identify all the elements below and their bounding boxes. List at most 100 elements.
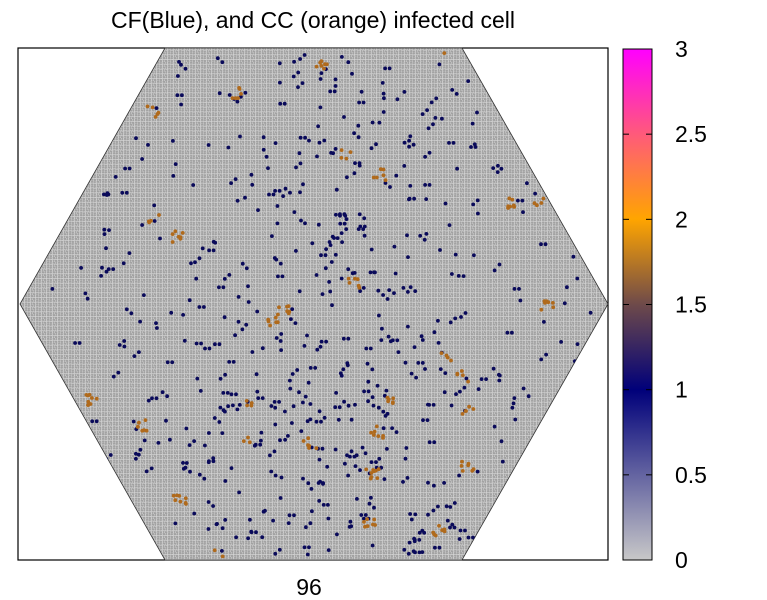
cf-infected-cell [381,110,386,114]
cf-infected-cell [499,166,504,171]
colorbar-tick-label: 1.5 [675,292,707,318]
colorbar: 0 0.5 1 1.5 2 2.5 3 [622,36,707,573]
cf-infected-cell [301,182,305,187]
cf-infected-cell [73,341,77,345]
cf-infected-cell [517,287,521,291]
cf-infected-cell [402,90,407,94]
cf-infected-cell [382,477,387,481]
cf-infected-cell [274,336,279,340]
cf-infected-cell [376,288,381,293]
cf-infected-cell [206,143,211,147]
cf-infected-cell [273,551,278,556]
cf-infected-cell [237,403,242,407]
cf-infected-cell [181,461,185,465]
cf-infected-cell [197,256,202,261]
colorbar-tick-label: 0 [675,547,688,573]
cc-infected-cell [470,468,475,473]
cf-infected-cell [254,530,258,535]
cf-infected-cell [121,261,126,266]
colorbar-ticks: 0 0.5 1 1.5 2 2.5 3 [623,36,707,573]
cf-infected-cell [420,528,425,533]
cf-infected-cell [424,232,429,236]
cf-infected-cell [314,419,319,424]
cc-infected-cell [137,420,141,425]
cf-infected-cell [342,399,346,404]
cc-infected-cell [466,379,470,384]
cf-infected-cell [539,357,544,362]
cf-infected-cell [272,449,277,454]
cf-infected-cell [333,147,338,151]
cf-infected-cell [369,247,374,252]
cf-infected-cell [179,62,183,67]
cf-infected-cell [342,221,347,226]
cf-infected-cell [425,418,430,422]
cf-infected-cell [575,342,580,346]
cf-infected-cell [298,135,303,140]
cf-infected-cell [177,60,181,64]
cc-infected-cell [506,204,510,209]
cf-infected-cell [431,508,436,513]
cc-infected-cell [318,60,323,65]
cf-infected-cell [308,521,313,526]
cf-infected-cell [431,403,436,407]
cf-infected-cell [520,198,525,203]
cf-infected-cell [411,549,416,554]
cc-infected-cell [285,304,289,309]
cc-infected-cell [301,439,306,443]
cc-infected-cell [372,429,377,434]
cf-infected-cell [340,240,344,245]
cf-infected-cell [286,521,291,525]
cf-infected-cell [273,405,278,410]
cf-infected-cell [206,500,211,504]
cf-infected-cell [217,91,222,96]
cf-infected-cell [223,518,228,522]
cf-infected-cell [127,251,132,256]
cf-infected-cell [117,343,122,347]
cf-infected-cell [220,549,224,553]
cf-infected-cell [543,242,548,247]
cf-infected-cell [492,268,497,273]
cf-infected-cell [542,320,546,324]
cf-infected-cell [240,327,245,332]
cf-infected-cell [358,468,362,472]
cf-infected-cell [318,105,323,110]
cf-infected-cell [333,84,338,88]
cf-infected-cell [319,71,324,75]
cf-infected-cell [310,241,315,246]
cf-infected-cell [122,339,127,343]
cf-infected-cell [215,56,220,61]
cc-infected-cell [432,532,436,537]
cf-infected-cell [304,525,308,530]
cf-infected-cell [352,454,357,459]
cf-infected-cell [326,548,331,552]
cf-infected-cell [99,274,103,278]
cf-infected-cell [353,464,358,468]
cf-infected-cell [479,377,484,381]
cf-infected-cell [326,516,331,521]
cf-infected-cell [402,140,407,145]
cf-infected-cell [240,261,245,266]
cf-infected-cell [374,142,378,147]
cf-infected-cell [298,161,303,166]
cf-infected-cell [292,59,296,64]
cf-infected-cell [197,472,202,477]
cf-infected-cell [427,440,432,445]
cf-infected-cell [406,551,411,556]
cc-infected-cell [455,371,460,376]
cc-infected-cell [157,213,161,217]
cf-infected-cell [260,535,265,540]
cc-infected-cell [239,92,243,96]
cf-infected-cell [339,276,344,281]
cc-infected-cell [442,51,447,55]
cf-infected-cell [116,370,121,375]
cf-infected-cell [146,143,150,147]
cf-infected-cell [333,252,338,257]
cf-infected-cell [243,90,248,95]
cf-infected-cell [309,487,314,491]
cc-infected-cell [365,517,369,522]
cf-infected-cell [191,183,196,187]
cf-infected-cell [223,372,228,377]
cf-infected-cell [308,417,313,422]
cf-infected-cell [269,404,274,408]
cf-infected-cell [408,285,413,289]
